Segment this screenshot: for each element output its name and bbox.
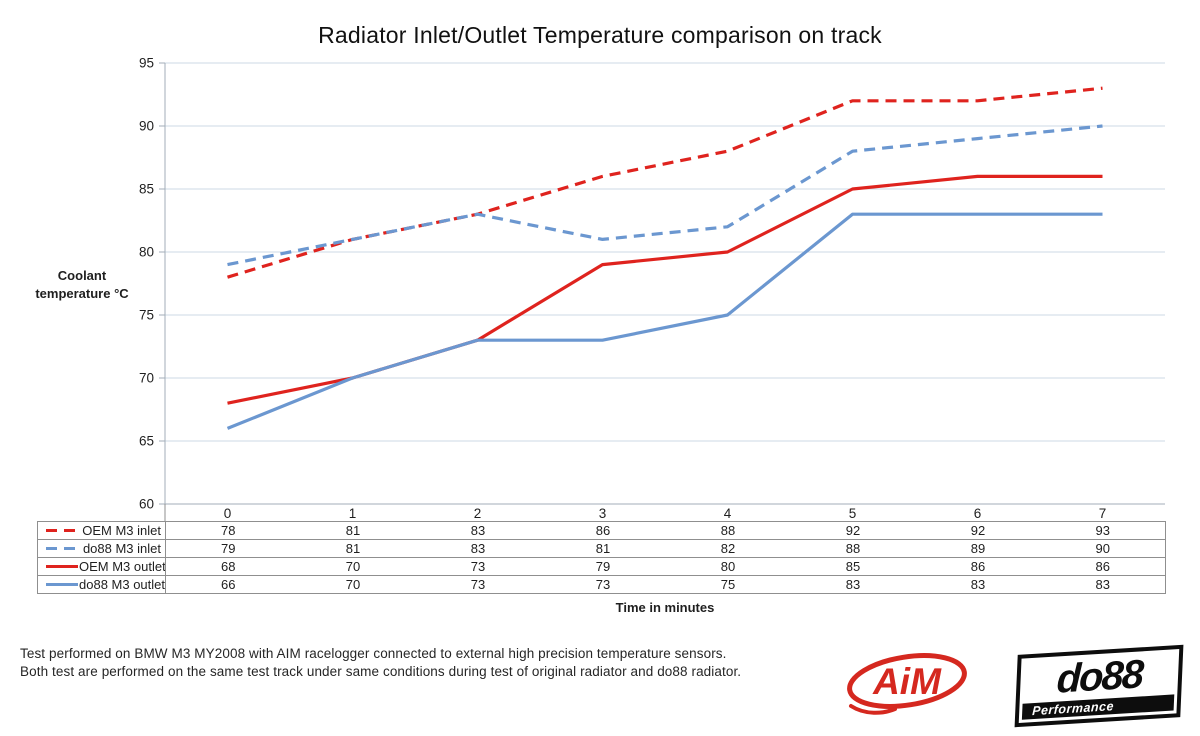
table-row: OEM M3 outlet 68 70 73 79 80 85 86 86 — [37, 557, 1166, 576]
value-cell: 83 — [1040, 575, 1166, 594]
do88-logo: do88 Performance — [1014, 644, 1186, 728]
legend-cell: OEM M3 inlet — [37, 521, 166, 540]
value-cell: 86 — [540, 521, 666, 540]
value-cell: 70 — [290, 575, 416, 594]
aim-logo-swoosh — [849, 704, 897, 715]
legend-swatch-icon — [46, 565, 78, 568]
series-line-oem-m3-outlet — [227, 174, 1103, 405]
data-table: OEM M3 inlet 78 81 83 86 88 92 92 93 do88 M3 inle… — [37, 521, 1166, 594]
value-cell: 83 — [415, 539, 541, 558]
value-cell: 79 — [165, 539, 291, 558]
do88-logo-box: do88 Performance — [1014, 644, 1184, 728]
y-tick-label: 65 — [139, 434, 154, 449]
value-cell: 79 — [540, 557, 666, 576]
series-line-do88-m3-outlet — [226, 212, 1103, 430]
y-tick-label: 95 — [139, 56, 154, 71]
value-cell: 81 — [290, 539, 416, 558]
legend-swatch-icon — [46, 529, 78, 532]
y-tick-label: 70 — [139, 371, 154, 386]
series-line-oem-m3-inlet — [227, 86, 1103, 279]
legend-cell: OEM M3 outlet — [37, 557, 166, 576]
value-cell: 86 — [915, 557, 1041, 576]
value-cell: 80 — [665, 557, 791, 576]
value-cell: 73 — [415, 557, 541, 576]
aim-logo-ellipse — [847, 653, 967, 709]
value-cell: 88 — [790, 539, 916, 558]
aim-logo: AiM — [847, 653, 967, 715]
legend-swatch-icon — [46, 583, 78, 586]
footnote-line-1: Test performed on BMW M3 MY2008 with AIM… — [20, 646, 727, 661]
value-cell: 92 — [790, 521, 916, 540]
value-cell: 85 — [790, 557, 916, 576]
x-tick-label: 2 — [474, 506, 482, 521]
x-tick-label: 1 — [349, 506, 357, 521]
y-tick-label: 75 — [139, 308, 154, 323]
chart-title: Radiator Inlet/Outlet Temperature compar… — [318, 22, 882, 48]
y-axis-title: Coolant temperature °C — [35, 268, 129, 301]
x-tick-label: 5 — [849, 506, 857, 521]
legend-cell: do88 M3 outlet — [37, 575, 166, 594]
x-axis-title: Time in minutes — [615, 600, 715, 615]
footnote: Test performed on BMW M3 MY2008 with AIM… — [20, 645, 741, 681]
value-cell: 70 — [290, 557, 416, 576]
y-tick-label: 85 — [139, 182, 154, 197]
legend-label: do88 M3 inlet — [82, 541, 161, 556]
value-cell: 81 — [540, 539, 666, 558]
value-cell: 75 — [665, 575, 791, 594]
value-cell: 89 — [915, 539, 1041, 558]
legend-label: OEM M3 outlet — [79, 559, 166, 574]
legend-swatch-icon — [46, 547, 78, 550]
x-tick-label: 6 — [974, 506, 982, 521]
value-cell: 73 — [540, 575, 666, 594]
value-cell: 66 — [165, 575, 291, 594]
legend-label: do88 M3 outlet — [79, 577, 166, 592]
x-tick-label: 0 — [224, 506, 232, 521]
value-cell: 92 — [915, 521, 1041, 540]
legend-cell: do88 M3 inlet — [37, 539, 166, 558]
legend-label: OEM M3 inlet — [82, 523, 161, 538]
table-row: OEM M3 inlet 78 81 83 86 88 92 92 93 — [37, 521, 1166, 540]
line-chart: 60 65 70 75 80 85 90 95 0 1 2 3 4 5 6 7 — [139, 56, 1165, 521]
value-cell: 83 — [415, 521, 541, 540]
y-tick-label: 90 — [139, 119, 154, 134]
value-cell: 86 — [1040, 557, 1166, 576]
table-row: do88 M3 outlet 66 70 73 73 75 83 83 83 — [37, 575, 1166, 594]
x-tick-label: 7 — [1099, 506, 1107, 521]
value-cell: 90 — [1040, 539, 1166, 558]
value-cell: 78 — [165, 521, 291, 540]
value-cell: 82 — [665, 539, 791, 558]
x-tick-label: 4 — [724, 506, 732, 521]
value-cell: 83 — [790, 575, 916, 594]
value-cell: 93 — [1040, 521, 1166, 540]
value-cell: 73 — [415, 575, 541, 594]
value-cell: 68 — [165, 557, 291, 576]
x-tick-label: 3 — [599, 506, 607, 521]
y-tick-label: 80 — [139, 245, 154, 260]
value-cell: 83 — [915, 575, 1041, 594]
value-cell: 81 — [290, 521, 416, 540]
series-line-do88-m3-inlet — [227, 124, 1103, 267]
value-cell: 88 — [665, 521, 791, 540]
footnote-line-2: Both test are performed on the same test… — [20, 663, 742, 679]
table-row: do88 M3 inlet 79 81 83 81 82 88 89 90 — [37, 539, 1166, 558]
aim-logo-text: AiM — [872, 661, 942, 702]
y-tick-label: 60 — [139, 497, 154, 512]
